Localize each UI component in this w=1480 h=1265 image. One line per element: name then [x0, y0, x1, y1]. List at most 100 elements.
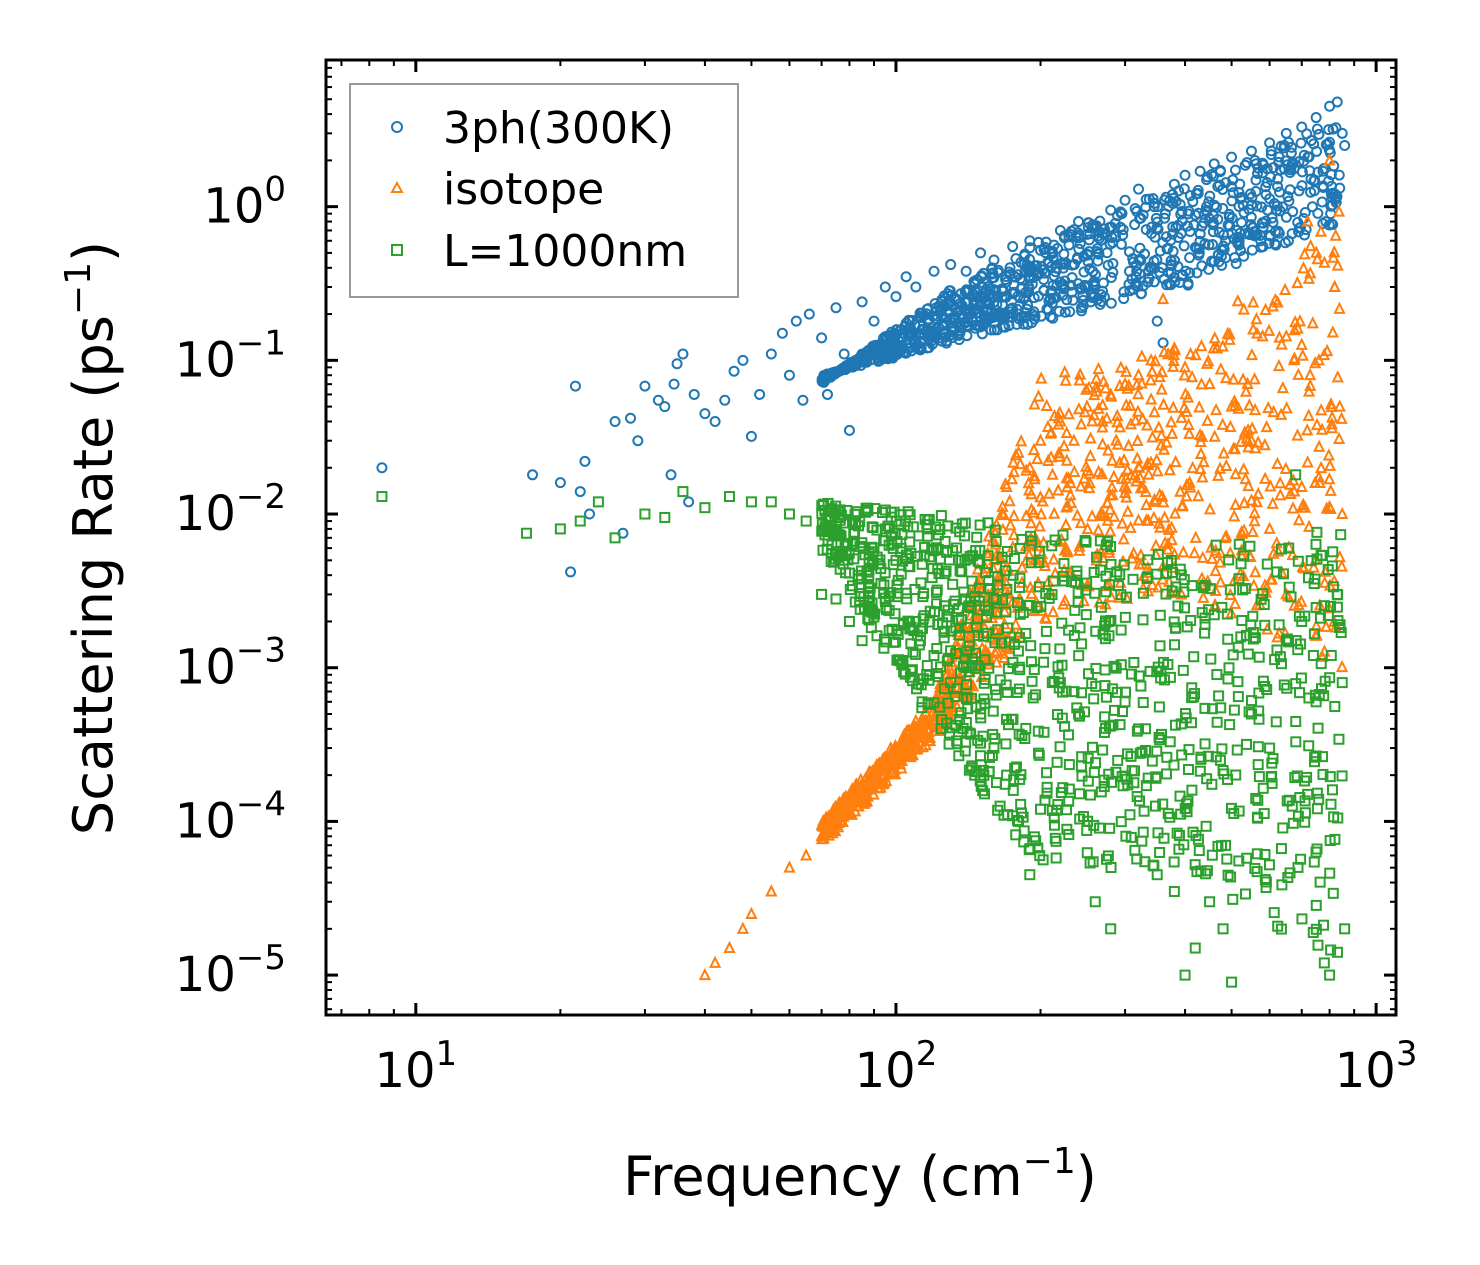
data-point — [1239, 384, 1253, 397]
data-point — [858, 792, 871, 805]
data-point — [1203, 376, 1216, 390]
data-point — [1020, 627, 1032, 639]
data-point — [677, 486, 689, 498]
data-point — [1184, 480, 1197, 493]
data-point — [961, 679, 973, 691]
data-point — [928, 265, 940, 277]
data-point — [1132, 513, 1145, 526]
data-point — [1225, 871, 1237, 883]
data-point — [947, 578, 959, 590]
data-point — [1323, 124, 1335, 136]
data-point — [1112, 754, 1124, 766]
data-point — [1264, 742, 1276, 754]
data-point — [1194, 461, 1207, 475]
data-point — [1105, 923, 1117, 935]
data-point — [1057, 257, 1069, 269]
data-point — [1157, 397, 1170, 410]
data-point — [849, 596, 861, 608]
data-point — [1258, 599, 1270, 611]
data-point — [1251, 866, 1263, 878]
data-point — [1137, 209, 1149, 221]
legend-label: isotope — [443, 164, 604, 215]
legend-box — [349, 83, 739, 298]
data-point — [1104, 387, 1117, 400]
legend-item-isotope: isotope — [390, 164, 604, 215]
data-point — [1028, 472, 1041, 485]
data-point — [1216, 339, 1229, 352]
data-point — [1014, 572, 1026, 584]
data-point — [1227, 372, 1240, 385]
data-point — [1199, 738, 1211, 750]
data-point — [988, 742, 1000, 754]
data-point — [1067, 433, 1081, 446]
data-point — [1133, 183, 1145, 195]
data-point — [728, 365, 740, 377]
data-point — [1024, 869, 1036, 881]
data-point — [930, 302, 942, 314]
data-point — [1073, 708, 1085, 720]
data-point — [856, 296, 868, 308]
data-point — [1014, 664, 1026, 676]
data-point — [845, 807, 858, 820]
data-point — [1121, 504, 1134, 517]
data-point — [950, 719, 962, 731]
data-point — [1132, 386, 1145, 400]
data-point — [1106, 453, 1119, 466]
data-point — [1009, 617, 1022, 630]
data-point — [1307, 560, 1320, 573]
data-point — [1013, 728, 1025, 740]
data-point — [975, 737, 987, 749]
data-point — [1244, 540, 1256, 552]
data-point — [1088, 693, 1100, 705]
data-point — [1165, 415, 1178, 428]
data-point — [1047, 312, 1059, 324]
data-point — [1245, 433, 1258, 446]
data-point — [1255, 235, 1267, 247]
data-point — [1014, 608, 1026, 620]
data-point — [1092, 247, 1104, 259]
data-point — [1185, 369, 1199, 383]
data-point — [1120, 591, 1132, 603]
data-point — [1181, 220, 1193, 232]
data-point — [1310, 538, 1322, 550]
data-point — [1031, 451, 1044, 465]
data-point — [883, 604, 895, 616]
data-point — [1096, 420, 1109, 433]
data-point — [1026, 537, 1039, 550]
data-point — [1151, 745, 1163, 757]
data-point — [961, 726, 973, 738]
data-point — [972, 660, 984, 672]
data-point — [915, 577, 927, 589]
data-point — [1249, 154, 1261, 166]
data-point — [1154, 438, 1168, 451]
data-point — [1228, 596, 1242, 609]
data-point — [1027, 692, 1039, 704]
data-point — [930, 586, 942, 598]
data-point — [1324, 136, 1336, 148]
data-point — [975, 708, 987, 720]
data-point — [1292, 644, 1304, 656]
data-point — [1259, 619, 1271, 631]
data-point — [843, 615, 855, 627]
data-point — [1137, 697, 1149, 709]
data-point — [942, 520, 954, 532]
data-point — [884, 329, 896, 341]
data-point — [1273, 330, 1286, 343]
data-point — [1252, 741, 1264, 753]
data-point — [979, 654, 991, 666]
data-point — [1148, 255, 1160, 267]
data-point — [609, 416, 621, 428]
data-point — [1108, 704, 1120, 716]
data-point — [1247, 633, 1259, 645]
data-point — [668, 378, 680, 390]
data-point — [1235, 245, 1247, 257]
data-point — [1236, 372, 1250, 385]
data-point — [1141, 456, 1154, 469]
data-point — [1095, 601, 1107, 613]
data-point — [875, 577, 887, 589]
data-point — [932, 529, 944, 541]
data-point — [1290, 469, 1302, 481]
data-point — [1046, 467, 1059, 480]
data-point — [1195, 429, 1209, 442]
data-point — [1306, 316, 1319, 329]
